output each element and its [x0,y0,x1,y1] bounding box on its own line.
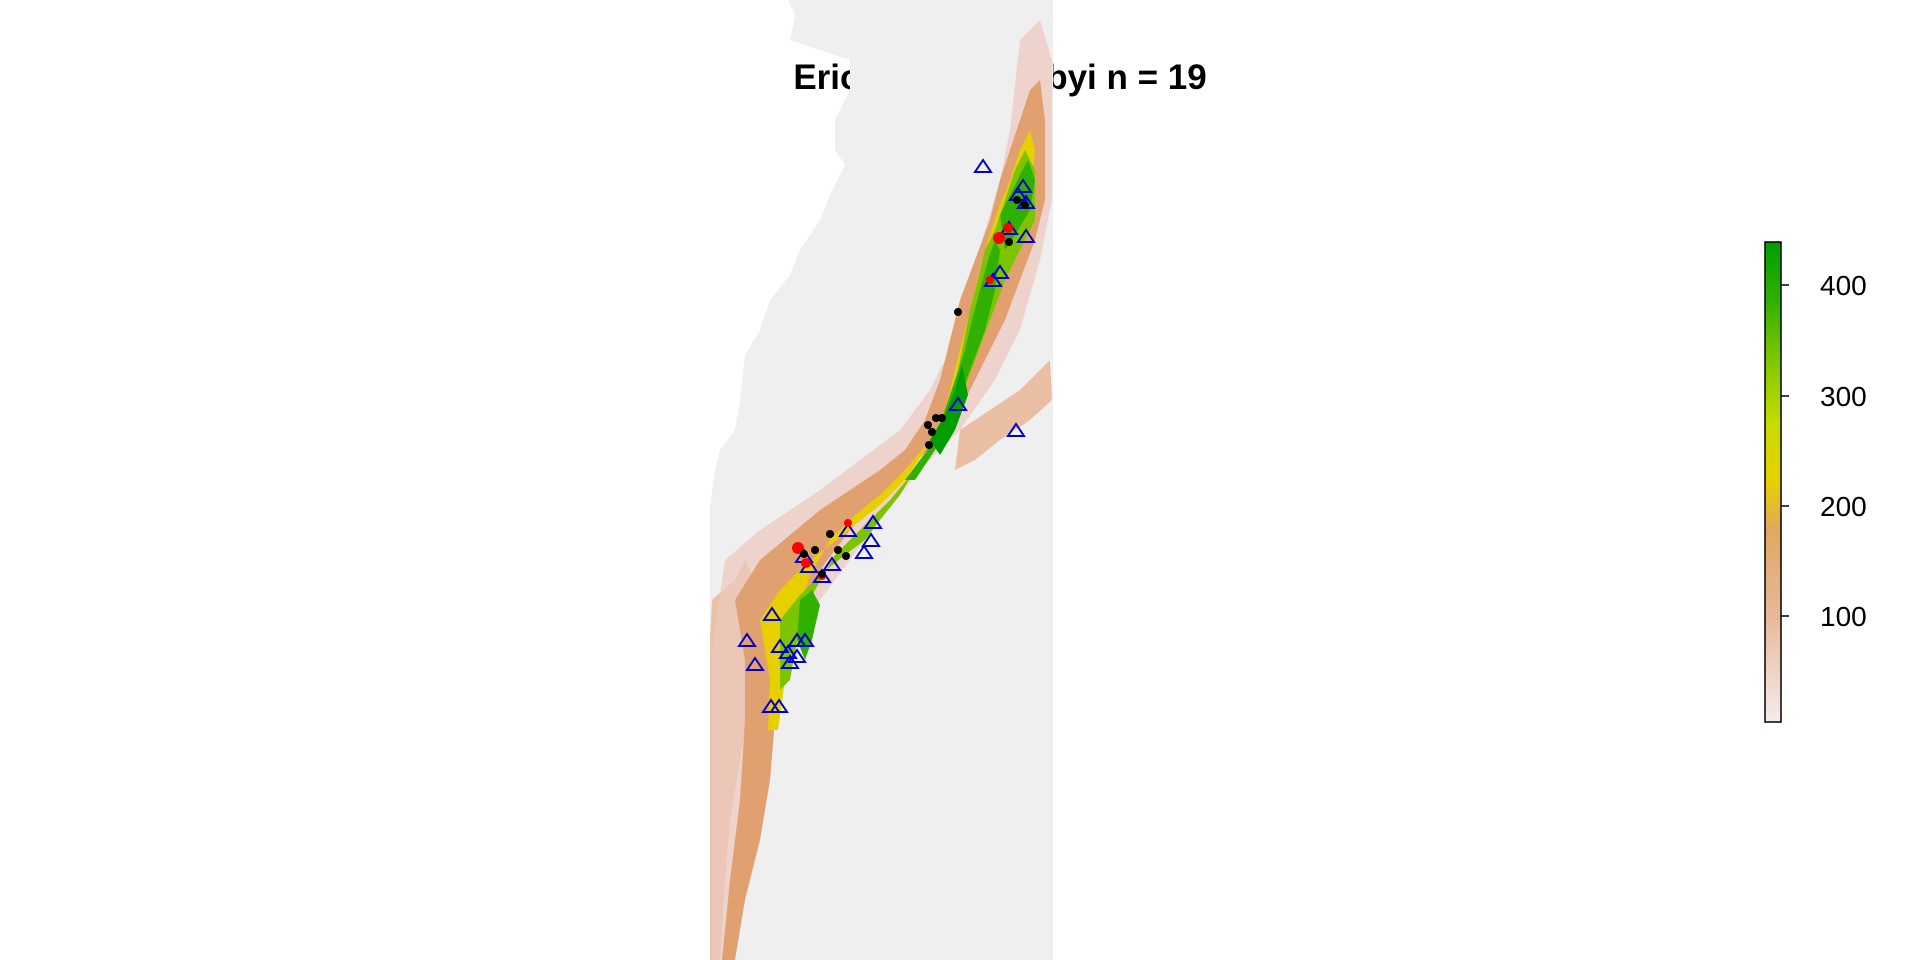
black-point [924,421,932,429]
legend-tick-label: 400 [1820,270,1867,301]
triangle-marker [787,648,807,663]
legend-tick-label: 200 [1820,491,1867,522]
black-point [818,570,826,578]
legend-colorbar [1764,241,1782,723]
triangle-marker [745,656,765,671]
triangle-marker [1013,178,1033,193]
black-point [1013,196,1021,204]
legend-tick-label: 300 [1820,381,1867,412]
black-point [1005,238,1013,246]
red-point [1003,223,1013,233]
triangle-marker [795,632,815,647]
triangle-marker [990,264,1010,279]
black-points [800,196,1029,578]
red-point [986,276,994,284]
black-point [826,530,834,538]
triangle-marker [770,638,790,653]
black-point [925,441,933,449]
triangle-marker [769,698,789,713]
triangle-marker [1006,422,1026,437]
triangle-marker [838,522,858,537]
red-point [993,232,1005,244]
triangle-marker [822,556,842,571]
black-point [932,414,940,422]
triangle-marker [863,514,883,529]
blue-triangles [737,158,1036,713]
triangle-marker [973,158,993,173]
black-point [928,428,936,436]
black-point [842,552,850,560]
legend: 100 200 300 400 [1764,241,1867,723]
legend-ticks [1781,284,1789,617]
legend-tick-label: 100 [1820,601,1867,632]
triangle-marker [1016,228,1036,243]
triangle-marker [762,606,782,621]
triangle-marker [948,396,968,411]
black-point [800,550,808,558]
red-point [792,542,804,554]
triangle-marker [854,544,874,559]
black-point [954,308,962,316]
black-point [811,546,819,554]
black-point [1021,201,1029,209]
red-point [844,519,852,527]
red-point [801,558,811,568]
triangle-marker [737,632,757,647]
black-point [834,546,842,554]
black-point [938,414,946,422]
triangle-marker [861,532,881,547]
